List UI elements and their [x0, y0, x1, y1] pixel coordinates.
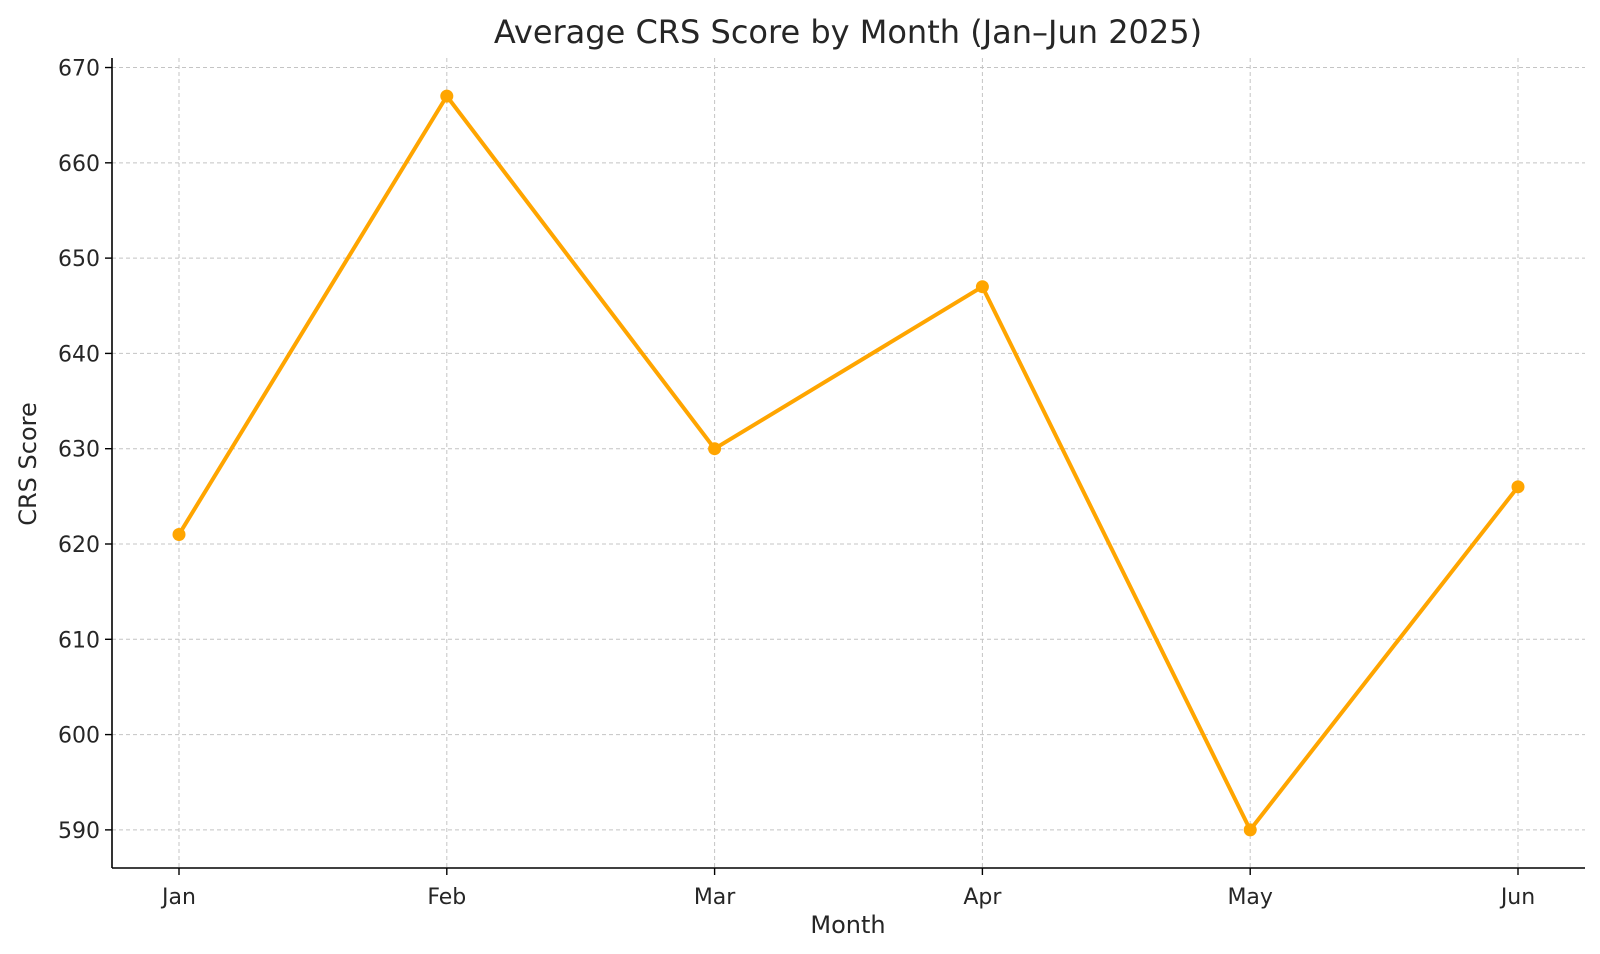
x-tick-label: Apr [963, 885, 1002, 910]
axes [105, 58, 1585, 875]
y-tick-label: 670 [58, 57, 100, 82]
grid-lines [112, 58, 1585, 868]
y-tick-label: 660 [58, 152, 100, 177]
y-tick-label: 610 [58, 628, 100, 653]
data-point-jan [172, 527, 186, 541]
data-point-feb [440, 89, 454, 103]
x-tick-label: Feb [427, 885, 466, 910]
x-tick-label: Jan [160, 885, 196, 910]
x-tick-label: May [1227, 885, 1272, 910]
y-tick-label: 590 [58, 819, 100, 844]
x-tick-label: Mar [694, 885, 736, 910]
y-axis-label: CRS Score [14, 402, 42, 526]
y-tick-label: 640 [58, 342, 100, 367]
tick-labels: 590 600 610 620 630 640 650 660 670 Jan Feb Mar Apr M… [58, 57, 1535, 910]
series-layer [172, 89, 1525, 837]
y-tick-label: 620 [58, 533, 100, 558]
x-axis-label: Month [810, 911, 885, 939]
y-tick-label: 630 [58, 438, 100, 463]
y-tick-label: 650 [58, 247, 100, 272]
y-tick-label: 600 [58, 724, 100, 749]
data-point-jun [1511, 480, 1525, 494]
series-line [177, 94, 1520, 832]
x-tick-label: Jun [1499, 885, 1535, 910]
data-point-mar [708, 442, 722, 456]
data-point-may [1243, 823, 1257, 837]
data-point-apr [975, 280, 989, 294]
chart-title: Average CRS Score by Month (Jan–Jun 2025… [494, 13, 1202, 51]
